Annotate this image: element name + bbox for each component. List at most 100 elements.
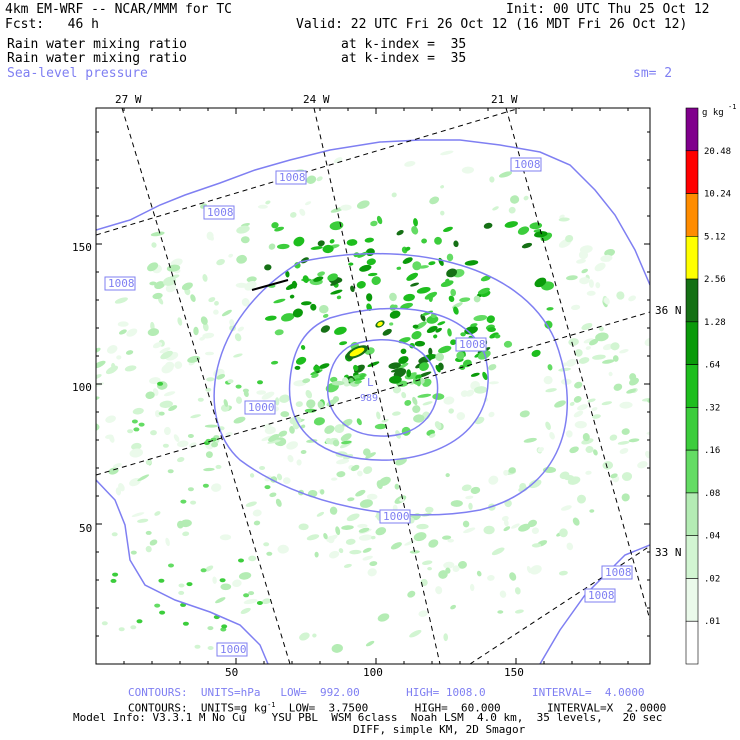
rain-cell [637,461,648,469]
rain-cell [458,561,467,569]
colorbar-swatch [685,492,699,536]
rain-cell [412,396,418,406]
rain-cell [403,293,415,302]
rain-cell [367,361,380,367]
rain-core-max [377,321,383,327]
rain-cell [211,483,222,492]
colorbar-level-label: .01 [704,617,720,627]
rain-cell [317,400,324,409]
rain-cell [594,262,606,272]
rain-cell [165,361,175,370]
colorbar-level-label: .16 [704,446,720,456]
rain-cell [152,292,163,300]
rain-cell [245,501,257,507]
rain-cell [265,200,271,205]
rain-cell [445,278,450,283]
rain-cell [531,543,542,548]
rain-cell [445,473,450,478]
rain-cell [453,240,459,248]
lat-labels: 36 N 33 N [655,304,682,559]
rain-cell [450,604,457,610]
rain-cell [232,579,242,588]
rain-cell [527,519,537,528]
rain-cell [333,157,343,164]
rain-cell [602,359,615,364]
rain-cell [366,493,378,500]
rain-cell [483,222,493,229]
rain-cell [236,225,250,234]
rain-cell [106,345,118,354]
rain-cell [561,505,572,511]
colorbar-swatch [685,535,699,579]
rain-cell [358,527,370,533]
rain-cell [209,234,214,241]
rain-cell [159,347,171,354]
rain-cell [328,550,340,559]
rain-cell [150,231,165,237]
rain-cell [332,396,340,403]
rain-cell [329,506,338,515]
rain-cell [256,390,267,395]
rain-cell [398,356,409,364]
rain-cell [412,324,419,329]
rain-cell [518,523,531,532]
colorbar-swatch [685,150,699,194]
rain-cell [438,345,452,354]
rain-cell [330,280,339,286]
model-info: Model Info: V3.3.1 M No Cu YSU PBL WSM 6… [73,711,663,724]
colorbar-swatch [685,278,699,323]
contour-info-rain: CONTOURS: UNITS=g kg-1 LOW= 3.7500 HIGH=… [128,699,666,715]
rain-cell [411,330,422,340]
lon-labels: 27 W 24 W 21 W [115,93,518,106]
rain-cell [274,397,280,406]
rain-cell [519,483,527,490]
rain-cell [341,525,354,530]
rain-cell [440,185,445,189]
rain-cell [229,319,235,327]
rain-cell [189,442,197,448]
contour-info-pressure: CONTOURS: UNITS=hPa LOW= 992.00 HIGH= 10… [128,686,645,699]
forecast-hour: Fcst: 46 h [5,17,99,32]
rain-cell [178,590,185,595]
rain-cell [204,424,218,428]
isobar-label-group: 1008 1008 1008 1008 1008 1008 1008 1000 1000 1000 [104,157,633,657]
rain-cell [233,353,243,358]
colorbar-level-label: .04 [704,532,720,542]
colorbar-swatch [685,449,699,494]
rain-cell [459,297,471,302]
rain-cell [131,442,142,451]
rain-cell [404,399,412,406]
rain-cell [545,388,557,393]
rain-cell [434,236,442,245]
rain-cell [612,355,619,362]
rain-cell [221,309,232,317]
rain-cell [581,323,593,330]
rain-cell [573,410,584,418]
rain-cell [207,626,214,631]
rain-cell [145,545,152,553]
rain-cell [173,434,180,442]
colorbar-swatch [685,236,699,280]
rain-cell [394,483,400,490]
rain-cell [645,450,650,459]
rain-cell [304,408,317,413]
rain-cell [215,464,222,469]
rain-cell [197,397,204,402]
rain-cell [253,520,261,526]
rain-cell [543,375,553,385]
rain-cell [204,351,215,356]
rain-cell [154,603,161,608]
rain-cell [588,279,594,288]
rain-cell [105,415,116,423]
rain-cell [336,471,346,478]
rain-cell [285,283,298,290]
rain-cell [174,361,183,369]
rain-cell [330,376,338,383]
rain-cell [406,369,412,378]
rain-cell [609,434,618,441]
rain-cell [569,446,579,454]
rain-cell [137,474,150,482]
rain-cell [517,226,530,235]
rain-cell [396,266,402,270]
rain-cell [274,437,287,447]
